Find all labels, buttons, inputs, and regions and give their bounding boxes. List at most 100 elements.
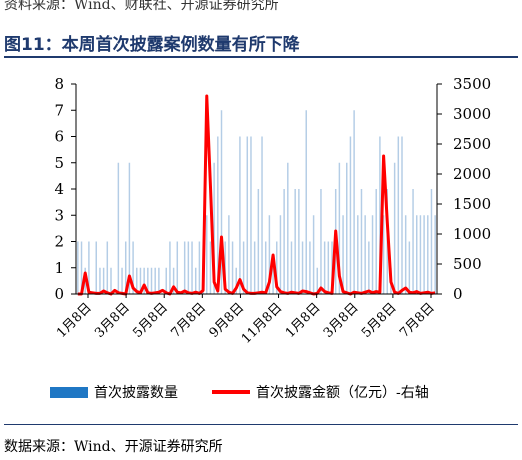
bar — [272, 267, 274, 294]
bar — [371, 215, 374, 294]
bar — [242, 241, 245, 294]
bar — [301, 241, 304, 294]
bar — [132, 241, 134, 294]
bar — [375, 189, 377, 294]
x-tick-label: 5月8日 — [130, 300, 171, 341]
bar — [80, 241, 83, 294]
x-tick-label: 11月8日 — [239, 300, 286, 347]
bar — [102, 267, 105, 294]
y2-tick-label: 2500 — [453, 135, 491, 153]
bar — [427, 215, 429, 294]
legend: 首次披露数量 首次披露金额（亿元）-右轴 — [0, 382, 522, 406]
bar — [268, 215, 271, 294]
x-tick-label: 5月8日 — [359, 300, 400, 341]
bar — [316, 267, 319, 294]
bar — [158, 267, 160, 294]
bar — [224, 241, 226, 294]
bar — [279, 215, 282, 294]
y-tick-label: 8 — [54, 75, 64, 93]
y-tick-label: 0 — [54, 285, 64, 303]
bar — [357, 215, 359, 294]
bar — [110, 267, 112, 294]
bar — [397, 136, 400, 294]
bar — [183, 241, 186, 294]
x-tick-label: 7月8日 — [168, 300, 209, 341]
footer-source: 数据来源：Wind、开源证券研究所 — [4, 439, 223, 455]
bar — [172, 267, 175, 294]
legend-item-amount: 首次披露金额（亿元）-右轴 — [212, 382, 429, 402]
bar — [353, 110, 355, 294]
bar — [404, 215, 407, 294]
bar — [257, 189, 260, 294]
y-tick-label: 7 — [54, 101, 64, 119]
bar — [191, 241, 193, 294]
bar — [430, 189, 433, 294]
bar — [187, 241, 190, 294]
bar — [261, 136, 263, 294]
bar — [320, 189, 322, 294]
bar — [239, 136, 241, 294]
bar — [294, 189, 296, 294]
bar — [117, 162, 120, 294]
bar — [95, 241, 97, 294]
x-tick-label: 3月8日 — [321, 300, 362, 341]
bar — [213, 162, 215, 294]
bar — [198, 241, 201, 294]
footer-rule — [4, 424, 518, 425]
bar — [379, 136, 381, 294]
chart: 0 1 2 3 4 5 6 7 8 0 500 1000 1500 2000 2500 3000 3500 1月8… — [54, 75, 491, 347]
bar — [349, 136, 352, 294]
bar — [346, 162, 348, 294]
y-tick-label: 6 — [54, 128, 64, 146]
bar — [206, 215, 208, 294]
bar — [283, 189, 285, 294]
x-tick-label: 1月8日 — [283, 300, 324, 341]
x-tick-label: 1月8日 — [54, 300, 95, 341]
bar — [419, 215, 422, 294]
bar — [331, 241, 333, 294]
bar — [220, 110, 223, 294]
bar — [147, 267, 149, 294]
y2-tick-label: 1000 — [453, 225, 491, 243]
bar — [327, 241, 330, 294]
bar — [423, 215, 425, 294]
bar — [228, 215, 230, 294]
bar — [298, 189, 300, 294]
legend-label-count: 首次披露数量 — [94, 385, 178, 401]
bar — [338, 162, 341, 294]
title-rule — [4, 56, 518, 58]
bar — [434, 215, 436, 294]
y-tick-label: 1 — [54, 259, 64, 277]
bar — [250, 136, 252, 294]
bar — [364, 215, 366, 294]
bar — [99, 267, 101, 294]
bar-series — [77, 110, 436, 294]
y2-tick-label: 500 — [453, 255, 482, 273]
bar — [209, 241, 212, 294]
bar — [290, 241, 293, 294]
bar — [143, 267, 145, 294]
bar — [231, 241, 234, 294]
x-tick-label: 7月8日 — [397, 300, 438, 341]
bar — [382, 215, 385, 294]
bar — [154, 267, 156, 294]
bar — [194, 267, 197, 294]
x-tick-label: 3月8日 — [92, 300, 133, 341]
bar — [165, 267, 167, 294]
bar — [121, 267, 123, 294]
bar — [408, 241, 411, 294]
y2-tick-label: 0 — [453, 285, 463, 303]
bar — [276, 241, 278, 294]
bar — [136, 267, 138, 294]
bar — [88, 241, 90, 294]
bar — [401, 136, 403, 294]
y-tick-label: 5 — [54, 154, 64, 172]
legend-line-swatch — [212, 390, 250, 394]
bar — [176, 241, 179, 294]
bar — [124, 241, 127, 294]
bar — [342, 215, 344, 294]
y2-tick-label: 3000 — [453, 105, 491, 123]
bar — [412, 189, 414, 294]
bar — [235, 267, 237, 294]
bar — [360, 189, 363, 294]
